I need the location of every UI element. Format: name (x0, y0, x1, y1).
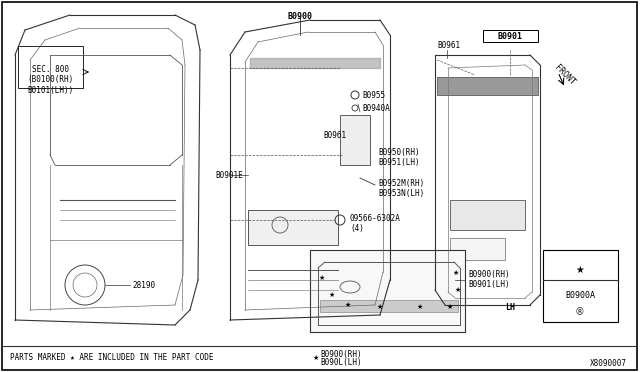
Text: B0900(RH): B0900(RH) (320, 350, 362, 359)
Text: B0900A: B0900A (565, 292, 595, 301)
Text: X8090007: X8090007 (590, 359, 627, 369)
Text: 28190: 28190 (132, 280, 155, 289)
Text: FRONT: FRONT (553, 63, 577, 87)
Bar (248, 210, 338, 245)
Text: ★: ★ (453, 270, 459, 276)
Text: ★: ★ (575, 265, 584, 275)
Text: ★: ★ (377, 304, 383, 310)
Bar (18, 46, 83, 88)
Text: PARTS MARKED ★ ARE INCLUDED IN THE PART CODE: PARTS MARKED ★ ARE INCLUDED IN THE PART … (10, 353, 214, 362)
Text: ®: ® (575, 307, 585, 317)
Text: LH: LH (505, 304, 515, 312)
Bar (320, 300, 458, 312)
Text: B0955: B0955 (362, 90, 385, 99)
Text: B090L(LH): B090L(LH) (320, 359, 362, 368)
Text: B0901: B0901 (497, 32, 522, 41)
Bar (450, 200, 525, 230)
Text: B0940A: B0940A (362, 103, 390, 112)
Text: ★: ★ (329, 292, 335, 298)
Text: ★: ★ (447, 304, 453, 310)
Bar (450, 238, 505, 260)
Bar (543, 250, 618, 322)
Text: B0953N(LH): B0953N(LH) (378, 189, 424, 198)
Text: B0950(RH): B0950(RH) (378, 148, 420, 157)
Text: ★: ★ (455, 287, 461, 293)
Text: ★: ★ (345, 302, 351, 308)
Text: ★: ★ (313, 355, 319, 361)
Text: ★: ★ (319, 275, 325, 281)
Bar (340, 115, 370, 165)
Bar (310, 250, 465, 332)
Text: B0901(LH): B0901(LH) (468, 280, 509, 289)
Text: B0900(RH): B0900(RH) (468, 270, 509, 279)
Bar (437, 77, 538, 95)
Text: SEC. 800
(B0100(RH)
B0101(LH)): SEC. 800 (B0100(RH) B0101(LH)) (27, 65, 73, 95)
Text: B0951(LH): B0951(LH) (378, 157, 420, 167)
Bar (483, 30, 538, 42)
Text: B0900: B0900 (287, 12, 312, 21)
Text: 09566-6302A: 09566-6302A (350, 214, 401, 222)
Text: B0952M(RH): B0952M(RH) (378, 179, 424, 187)
Text: B0901E: B0901E (215, 170, 243, 180)
Text: (4): (4) (350, 224, 364, 232)
Text: ★: ★ (417, 304, 423, 310)
Text: B0961: B0961 (323, 131, 346, 140)
Text: B0961: B0961 (437, 41, 460, 49)
